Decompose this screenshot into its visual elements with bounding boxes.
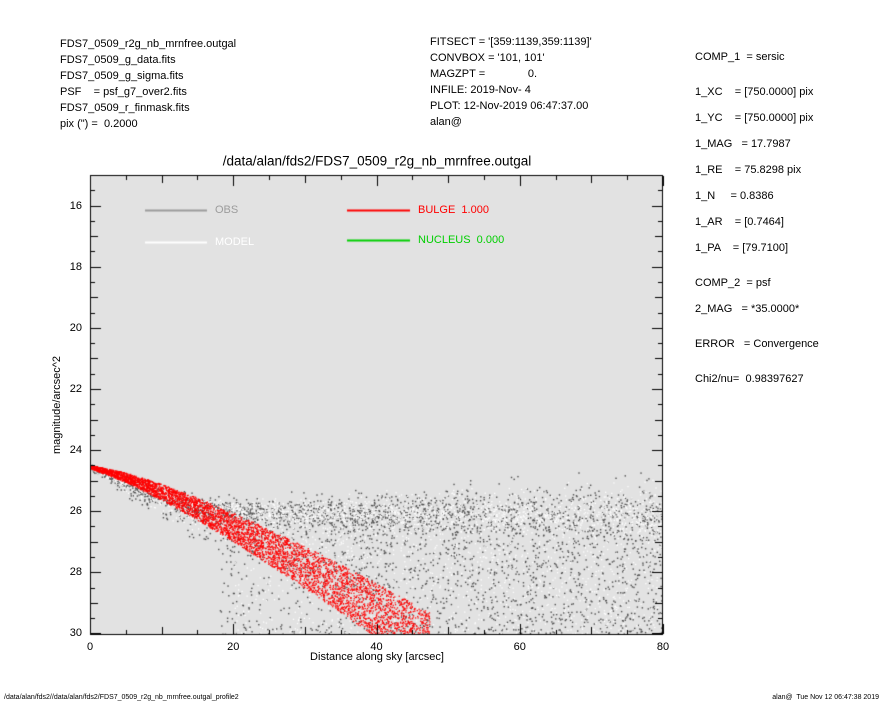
param-line: 1_N = 0.8386 [695, 190, 774, 202]
legend-label-obs: OBS [215, 204, 239, 216]
param-line: 2_MAG = *35.0000* [695, 303, 800, 315]
header-file-line: FDS7_0509_g_sigma.fits [60, 70, 184, 82]
header-config-line: CONVBOX = '101, 101' [430, 52, 545, 64]
fit-params-panel: COMP_1 = sersic 1_XC = [750.0000] pix 1_YC… [695, 44, 819, 401]
header-config-line: FITSECT = '[359:1139,359:1139]' [430, 36, 592, 48]
y-tick-label: 18 [69, 260, 82, 273]
header-file-line: pix (") = 0.2000 [60, 118, 138, 130]
param-line: 1_MAG = 17.7987 [695, 138, 791, 150]
header-file-line: FDS7_0509_r2g_nb_mrnfree.outgal [60, 38, 237, 50]
param-group: Chi2/nu= 0.98397627 [695, 366, 819, 392]
y-tick-label: 22 [69, 382, 82, 395]
y-tick-label: 26 [69, 505, 82, 518]
y-axis-label: magnitude/arcsec^2 [51, 355, 63, 455]
header-file-line: FDS7_0509_r_finmask.fits [60, 102, 190, 114]
legend-label-model: MODEL [215, 236, 255, 248]
header-file-line: FDS7_0509_g_data.fits [60, 54, 176, 66]
legend-label-nucleus: NUCLEUS 0.000 [418, 234, 505, 246]
fit-config-block: FITSECT = '[359:1139,359:1139]' CONVBOX =… [430, 34, 592, 130]
y-tick-label: 30 [69, 627, 82, 640]
param-line: 1_PA = [79.7100] [695, 242, 789, 254]
header-config-line: INFILE: 2019-Nov- 4 [430, 84, 531, 96]
param-group: ERROR = Convergence [695, 331, 819, 357]
input-files-block: FDS7_0509_r2g_nb_mrnfree.outgal FDS7_0509… [60, 36, 236, 132]
x-tick-label: 20 [227, 641, 240, 653]
x-tick-label: 0 [86, 641, 94, 653]
param-line: Chi2/nu= 0.98397627 [695, 373, 804, 385]
header-config-line: PLOT: 12-Nov-2019 06:47:37.00 [430, 100, 589, 112]
param-line: 1_RE = 75.8298 pix [695, 164, 802, 176]
param-group: COMP_1 = sersic [695, 44, 819, 70]
y-tick-label: 28 [69, 566, 82, 579]
x-tick-label: 60 [513, 641, 526, 653]
param-line: COMP_2 = psf [695, 277, 771, 289]
y-tick-label: 20 [69, 321, 82, 334]
y-tick-label: 24 [69, 444, 82, 457]
y-tick-label: 16 [69, 199, 82, 212]
param-line: 1_YC = [750.0000] pix [695, 112, 814, 124]
legend-label-bulge: BULGE 1.000 [418, 204, 489, 216]
x-tick-label: 40 [370, 641, 383, 653]
param-line: COMP_1 = sersic [695, 51, 785, 63]
x-tick-label: 80 [656, 641, 670, 653]
param-line: 1_XC = [750.0000] pix [695, 86, 814, 98]
param-line: ERROR = Convergence [695, 338, 819, 350]
x-axis-label: Distance along sky [arcsec] [310, 651, 444, 663]
plot-title: /data/alan/fds2/FDS7_0509_r2g_nb_mrnfree… [222, 153, 532, 169]
header-config-line: MAGZPT = 0. [430, 68, 538, 80]
footer-output-path: /data/alan/fds2//data/alan/fds2/FDS7_050… [4, 694, 239, 701]
param-group: COMP_2 = psf 2_MAG = *35.0000* [695, 270, 819, 322]
param-group: 1_XC = [750.0000] pix 1_YC = [750.0000] p… [695, 79, 819, 261]
header-file-line: PSF = psf_g7_over2.fits [60, 86, 187, 98]
header-config-line: alan@ [430, 116, 462, 128]
footer-user-timestamp: alan@ Tue Nov 12 06:47:38 2019 [772, 694, 879, 701]
param-line: 1_AR = [0.7464] [695, 216, 784, 228]
